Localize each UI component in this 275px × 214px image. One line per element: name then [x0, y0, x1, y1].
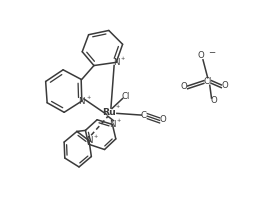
Text: Ru: Ru: [102, 108, 116, 117]
Text: O: O: [197, 52, 204, 61]
Text: N: N: [79, 97, 85, 106]
Text: N: N: [113, 58, 120, 67]
Text: O: O: [181, 82, 188, 91]
Text: Cl: Cl: [122, 92, 130, 101]
Text: −: −: [208, 48, 215, 57]
Text: N: N: [109, 120, 116, 129]
Text: Cl: Cl: [204, 77, 212, 86]
Text: O: O: [160, 115, 166, 124]
Text: +: +: [116, 104, 120, 109]
Text: O: O: [211, 96, 218, 105]
Text: O: O: [221, 81, 228, 90]
Text: C: C: [141, 111, 147, 120]
Text: +: +: [93, 134, 98, 139]
Text: +: +: [117, 118, 121, 123]
Text: N: N: [86, 136, 92, 145]
Text: +: +: [86, 95, 91, 100]
Text: +: +: [121, 56, 125, 61]
